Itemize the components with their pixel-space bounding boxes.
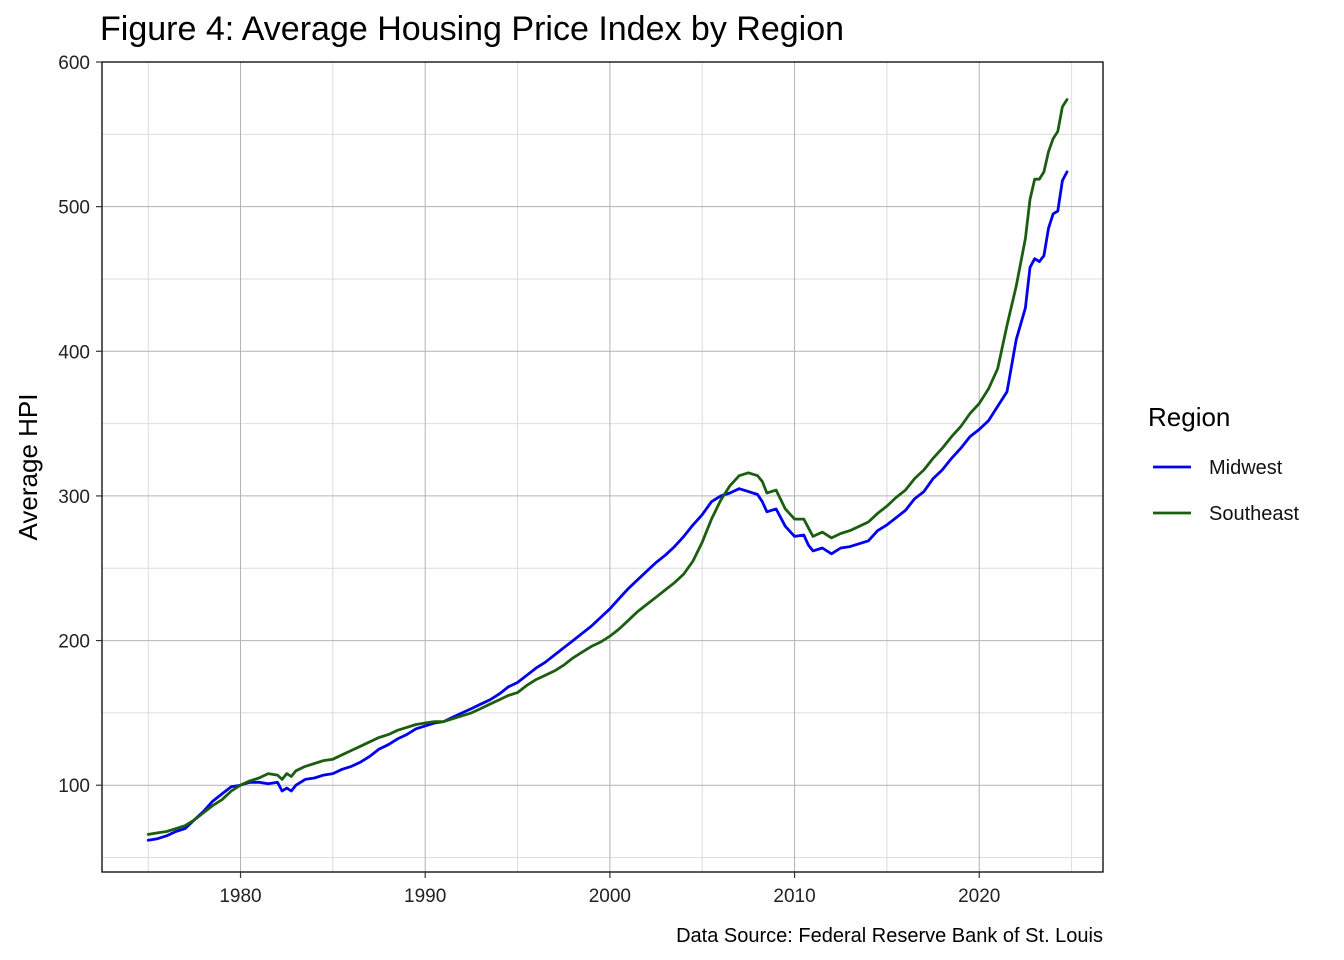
plot-panel: [101, 61, 1104, 873]
x-tick-label: 1980: [219, 886, 261, 907]
y-tick-label: 600: [58, 53, 90, 74]
y-tick-label: 300: [58, 487, 90, 508]
legend-title: Region: [1148, 402, 1230, 432]
x-tick-label: 2020: [958, 886, 1000, 907]
chart-title: Figure 4: Average Housing Price Index by…: [100, 10, 844, 48]
series-line-midwest: [146, 170, 1069, 842]
series-line-southeast: [146, 98, 1069, 836]
legend: Midwest Southeast: [1153, 457, 1300, 525]
x-tick-label: 1990: [404, 886, 446, 907]
minor-gridlines: [102, 62, 1103, 872]
legend-label-southeast: Southeast: [1209, 503, 1300, 525]
y-axis-title: Average HPI: [13, 394, 43, 541]
x-axis: 1980 1990 2000 2010 2020: [219, 872, 1000, 907]
x-tick-label: 2010: [773, 886, 815, 907]
y-tick-label: 200: [58, 632, 90, 653]
x-tick-label: 2000: [589, 886, 631, 907]
series-layer: [146, 98, 1069, 842]
legend-label-midwest: Midwest: [1209, 457, 1283, 479]
y-tick-label: 100: [58, 776, 90, 797]
chart-caption: Data Source: Federal Reserve Bank of St.…: [676, 925, 1103, 947]
y-tick-label: 400: [58, 342, 90, 363]
y-axis: 100 200 300 400 500 600: [58, 53, 102, 797]
y-tick-label: 500: [58, 198, 90, 219]
